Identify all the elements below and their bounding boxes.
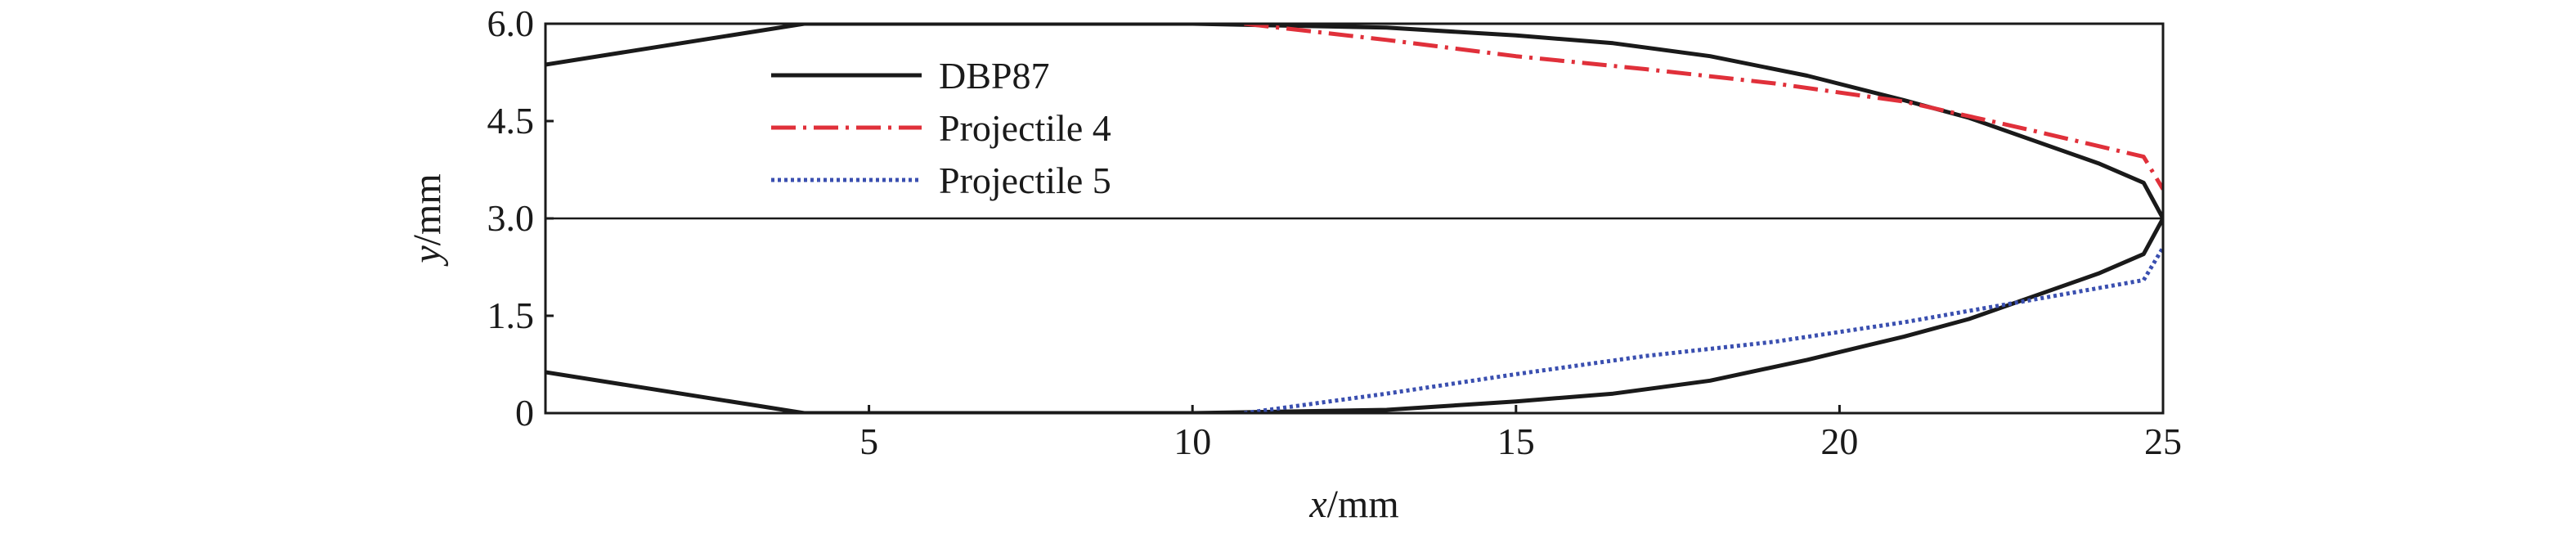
series-layer [545,24,2163,413]
y-tick-label: 0 [515,392,534,434]
y-tick-label: 1.5 [487,294,535,336]
x-axis-title: x/mm [1308,483,1398,526]
y-tick-label: 3.0 [487,197,535,239]
x-axis-unit: /mm [1327,483,1399,526]
x-tick-label: 25 [2144,420,2182,462]
series-line-3 [1244,246,2163,413]
y-axis-unit: /mm [406,173,449,245]
x-tick-label: 10 [1174,420,1211,462]
y-axis-variable: y [406,245,449,268]
legend: DBP87 Projectile 4 Projectile 5 [771,55,1111,201]
x-axis-ticks: 5 10 15 20 25 [859,405,2182,462]
y-tick-label: 4.5 [487,100,535,142]
legend-label-3: Projectile 5 [939,160,1111,201]
series-line-1 [545,24,2163,413]
x-axis-variable: x [1308,483,1326,526]
legend-label-2: Projectile 4 [939,107,1111,149]
y-axis-title: y/mm [406,173,449,267]
x-tick-label: 5 [859,420,878,462]
legend-label-1: DBP87 [939,55,1049,97]
series-line-2 [1244,24,2163,191]
x-tick-label: 20 [1820,420,1858,462]
y-axis-ticks: 0 1.5 3.0 4.5 6.0 [487,2,554,434]
y-tick-label: 6.0 [487,2,535,44]
x-tick-label: 15 [1497,420,1535,462]
